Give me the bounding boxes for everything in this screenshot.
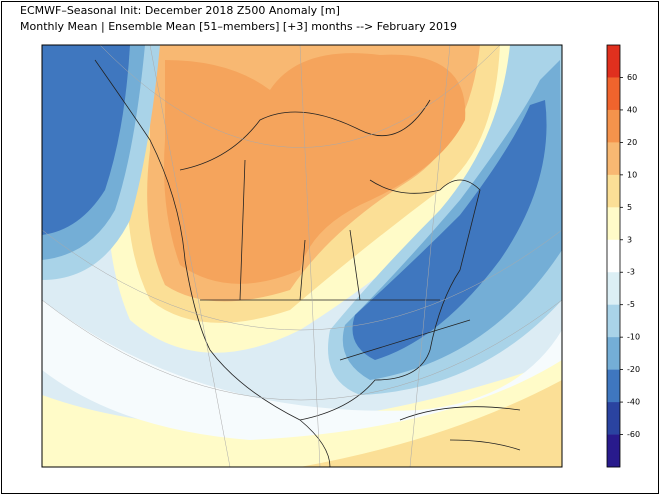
colorbar-swatch bbox=[607, 207, 620, 241]
colorbar-swatch bbox=[607, 304, 620, 338]
colorbar-swatch bbox=[607, 239, 620, 273]
colorbar-label: -40 bbox=[627, 398, 640, 407]
colorbar-label: 60 bbox=[627, 73, 637, 82]
colorbar-swatch bbox=[607, 272, 620, 305]
colorbar-swatch bbox=[607, 77, 620, 111]
colorbar-swatch bbox=[607, 45, 620, 78]
colorbar-swatch bbox=[607, 109, 620, 143]
colorbar-label: -10 bbox=[627, 333, 640, 342]
colorbar-swatch bbox=[607, 434, 620, 468]
colorbar-swatch bbox=[607, 402, 620, 435]
colorbar-border bbox=[606, 44, 621, 468]
map bbox=[42, 45, 562, 467]
colorbar-label: -3 bbox=[627, 268, 635, 277]
colorbar-swatch bbox=[607, 174, 620, 208]
title-line-2: Monthly Mean | Ensemble Mean [51–members… bbox=[20, 20, 457, 33]
colorbar-label: -60 bbox=[627, 430, 640, 439]
colorbar-label: 10 bbox=[627, 170, 637, 179]
colorbar: 60 40 20 10 5 3 -3 -5 -10 -20 -40 -60 bbox=[606, 44, 640, 468]
map-border bbox=[41, 44, 563, 468]
colorbar-label: 20 bbox=[627, 138, 637, 147]
colorbar-swatch bbox=[607, 337, 620, 370]
colorbar-label: 3 bbox=[627, 235, 632, 244]
colorbar-label: -20 bbox=[627, 365, 640, 374]
colorbar-label: 40 bbox=[627, 105, 637, 114]
colorbar-label: 5 bbox=[627, 203, 632, 212]
colorbar-swatch bbox=[607, 142, 620, 176]
colorbar-swatch bbox=[607, 369, 620, 403]
title-line-1: ECMWF–Seasonal Init: December 2018 Z500 … bbox=[20, 4, 340, 17]
colorbar-label: -5 bbox=[627, 300, 635, 309]
